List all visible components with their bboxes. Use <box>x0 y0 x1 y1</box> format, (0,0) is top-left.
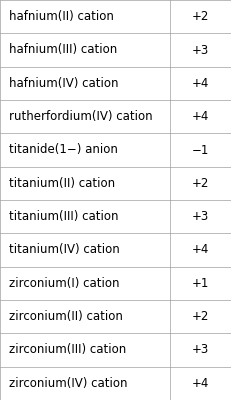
Text: +3: +3 <box>192 344 209 356</box>
Text: +2: +2 <box>192 310 209 323</box>
Text: +3: +3 <box>192 44 209 56</box>
Text: titanium(III) cation: titanium(III) cation <box>9 210 119 223</box>
Text: zirconium(IV) cation: zirconium(IV) cation <box>9 377 128 390</box>
Text: +4: +4 <box>192 77 209 90</box>
Text: zirconium(II) cation: zirconium(II) cation <box>9 310 123 323</box>
Text: +1: +1 <box>192 277 209 290</box>
Text: titanide(1−) anion: titanide(1−) anion <box>9 144 118 156</box>
Text: −1: −1 <box>192 144 209 156</box>
Text: rutherfordium(IV) cation: rutherfordium(IV) cation <box>9 110 153 123</box>
Text: +4: +4 <box>192 377 209 390</box>
Text: hafnium(III) cation: hafnium(III) cation <box>9 44 118 56</box>
Text: zirconium(I) cation: zirconium(I) cation <box>9 277 120 290</box>
Text: zirconium(III) cation: zirconium(III) cation <box>9 344 127 356</box>
Text: titanium(IV) cation: titanium(IV) cation <box>9 244 120 256</box>
Text: titanium(II) cation: titanium(II) cation <box>9 177 115 190</box>
Text: +4: +4 <box>192 244 209 256</box>
Text: +3: +3 <box>192 210 209 223</box>
Text: +2: +2 <box>192 10 209 23</box>
Text: +2: +2 <box>192 177 209 190</box>
Text: +4: +4 <box>192 110 209 123</box>
Text: hafnium(II) cation: hafnium(II) cation <box>9 10 114 23</box>
Text: hafnium(IV) cation: hafnium(IV) cation <box>9 77 119 90</box>
